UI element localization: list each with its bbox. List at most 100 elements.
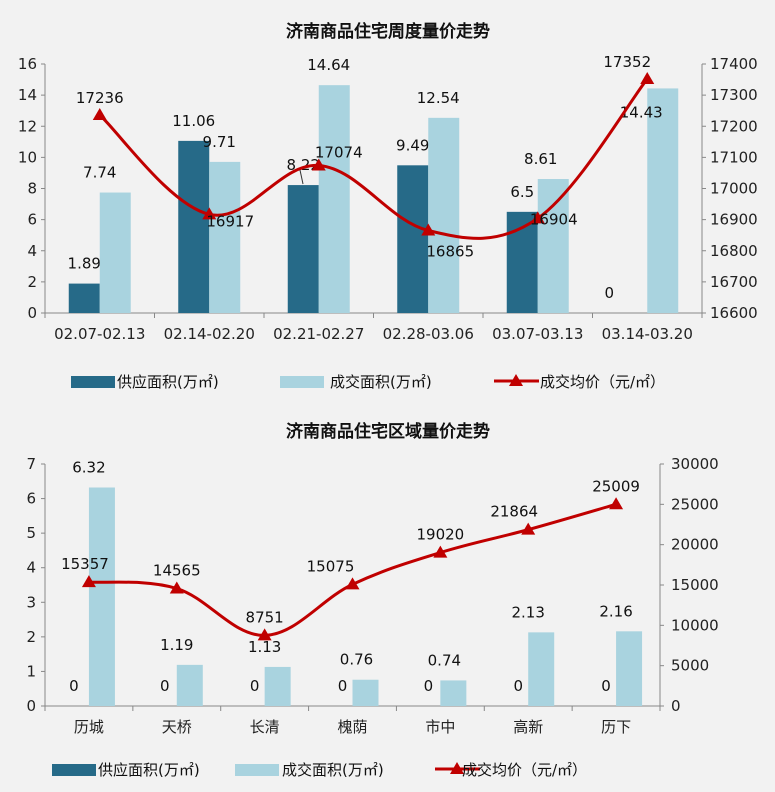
x-tick-label: 槐荫 — [337, 718, 367, 736]
right-tick-label: 10000 — [671, 616, 719, 634]
right-tick-label: 0 — [671, 697, 681, 715]
left-tick-label: 3 — [26, 593, 36, 611]
supply-bar — [287, 185, 319, 313]
price-value-label: 17236 — [76, 89, 124, 107]
deal-bar — [440, 680, 467, 706]
supply-value-label: 9.49 — [396, 136, 429, 154]
supply-value-label: 0 — [250, 677, 260, 695]
deal-bar — [99, 192, 131, 313]
deal-value-label: 14.64 — [307, 56, 350, 74]
right-tick-label: 30000 — [671, 455, 719, 473]
price-value-label: 17352 — [603, 53, 651, 71]
chart-2: 济南商品住宅区域量价走势 0 1 2 3 4 5 6 7 0 5000 10000 15000 20000… — [26, 421, 718, 779]
price-value-label: 21864 — [490, 503, 538, 521]
price-value-label: 19020 — [416, 526, 464, 544]
x-tick-label: 03.07-03.13 — [492, 325, 583, 343]
price-line — [98, 78, 649, 240]
price-marker — [521, 522, 536, 535]
deal-value-label: 7.74 — [83, 164, 116, 182]
supply-value-label: 6.5 — [510, 183, 534, 201]
right-tick-label: 17000 — [710, 180, 758, 198]
left-tick-label: 4 — [26, 559, 36, 577]
price-value-label: 14565 — [153, 562, 201, 580]
left-tick-label: 2 — [26, 628, 36, 646]
supply-value-label: 0 — [513, 677, 523, 695]
deal-bar — [318, 85, 350, 313]
supply-legend-swatch — [71, 376, 115, 388]
left-tick-label: 10 — [18, 148, 37, 166]
right-tick-label: 16800 — [710, 242, 758, 260]
deal-bar — [537, 179, 569, 313]
right-tick-label: 17200 — [710, 117, 758, 135]
left-tick-label: 6 — [27, 211, 37, 229]
deal-bar — [176, 664, 203, 706]
right-tick-label: 15000 — [671, 576, 719, 594]
x-tick-label: 历城 — [74, 718, 104, 736]
price-value-label: 8751 — [246, 608, 284, 626]
x-tick-label: 02.14-02.20 — [164, 325, 255, 343]
right-tick-label: 5000 — [671, 657, 709, 675]
price-marker — [345, 577, 360, 590]
price-value-label: 15075 — [307, 557, 355, 575]
price-value-label: 15357 — [61, 555, 109, 573]
deal-value-label: 9.71 — [203, 133, 236, 151]
x-tick-label: 02.07-02.13 — [54, 325, 145, 343]
x-tick-label: 03.14-03.20 — [602, 325, 693, 343]
supply-value-label: 0 — [424, 677, 434, 695]
chart-title: 济南商品住宅区域量价走势 — [286, 421, 490, 442]
deal-value-label: 1.13 — [248, 638, 281, 656]
legend: 供应面积(万㎡) 成交面积(万㎡) 成交均价（元/㎡） — [52, 761, 587, 779]
x-tick-label: 长清 — [250, 718, 280, 736]
deal-legend-label: 成交面积(万㎡) — [330, 373, 432, 391]
chart-1: 济南商品住宅周度量价走势 0 2 4 6 8 10 12 14 16 16600 16700 16800… — [18, 21, 758, 391]
deal-value-label: 0.74 — [428, 651, 461, 669]
deal-bar — [647, 88, 679, 313]
x-tick-label: 02.28-03.06 — [383, 325, 474, 343]
supply-value-label: 0 — [601, 677, 611, 695]
deal-value-label: 0.76 — [340, 651, 373, 669]
price-marker — [81, 575, 96, 588]
deal-value-label: 2.13 — [512, 603, 545, 621]
price-marker — [421, 223, 436, 236]
supply-value-label: 11.06 — [172, 112, 215, 130]
deal-value-label: 8.61 — [524, 150, 557, 168]
price-marker — [169, 581, 184, 594]
price-legend-label: 成交均价（元/㎡） — [540, 373, 665, 391]
deal-value-label: 2.16 — [599, 602, 632, 620]
label-callout-line — [299, 169, 304, 185]
left-tick-label: 0 — [27, 304, 37, 322]
price-marker — [311, 158, 326, 171]
price-legend-marker — [509, 374, 523, 386]
left-tick-label: 0 — [26, 697, 36, 715]
deal-bar — [352, 679, 379, 706]
right-tick-label: 20000 — [671, 536, 719, 554]
left-tick-label: 8 — [27, 180, 37, 198]
deal-bar — [428, 117, 460, 313]
right-tick-label: 16900 — [710, 211, 758, 229]
supply-value-label: 0 — [604, 284, 614, 302]
price-value-label: 17074 — [315, 143, 363, 161]
deal-legend-swatch — [280, 376, 324, 388]
legend: 供应面积(万㎡) 成交面积(万㎡) 成交均价（元/㎡） — [71, 373, 665, 391]
supply-value-label: 0 — [160, 677, 170, 695]
left-tick-label: 12 — [18, 117, 37, 135]
supply-legend-label: 供应面积(万㎡) — [98, 761, 200, 779]
right-tick-label: 17400 — [710, 55, 758, 73]
deal-bar — [209, 161, 241, 313]
price-marker — [92, 108, 107, 121]
supply-value-label: 0 — [338, 677, 348, 695]
deal-value-label: 12.54 — [417, 89, 460, 107]
right-tick-label: 17100 — [710, 148, 758, 166]
deal-bar — [528, 632, 555, 706]
left-tick-label: 5 — [26, 524, 36, 542]
right-tick-label: 16600 — [710, 304, 758, 322]
deal-legend-label: 成交面积(万㎡) — [282, 761, 384, 779]
x-tick-label: 历下 — [601, 718, 631, 736]
price-value-label: 16917 — [206, 212, 254, 230]
price-value-label: 16865 — [426, 243, 474, 261]
right-tick-label: 17300 — [710, 86, 758, 104]
price-marker — [257, 628, 272, 641]
price-marker — [530, 211, 545, 224]
left-tick-label: 1 — [26, 662, 36, 680]
supply-legend-swatch — [52, 764, 96, 776]
